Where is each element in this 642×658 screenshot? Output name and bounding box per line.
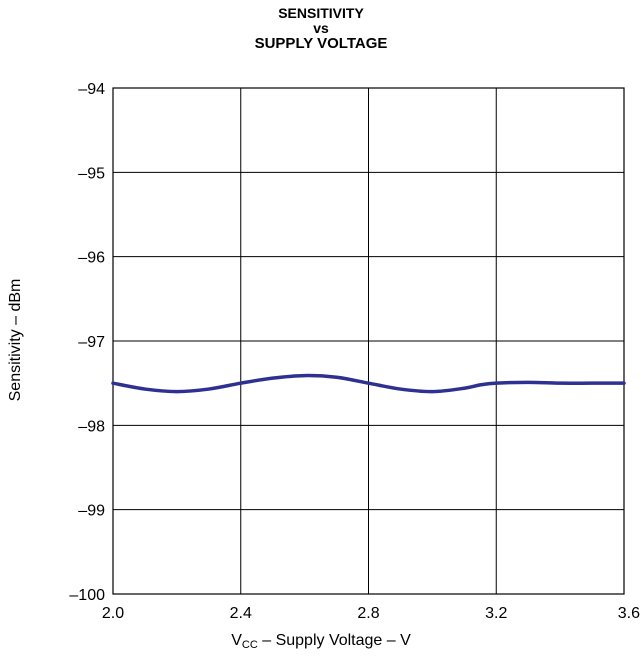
x-tick-label: 3.6 bbox=[618, 605, 640, 622]
x-tick-label: 3.2 bbox=[485, 605, 507, 622]
x-axis-label-main: V bbox=[231, 632, 242, 649]
y-tick-label: –94 bbox=[78, 81, 105, 98]
y-tick-label: –97 bbox=[78, 334, 105, 351]
y-tick-label: –95 bbox=[78, 165, 105, 182]
y-tick-label: –100 bbox=[69, 587, 105, 604]
chart-title-line-3: SUPPLY VOLTAGE bbox=[254, 35, 388, 52]
y-tick-labels: –94 –95 –96 –97 –98 –99 –100 bbox=[69, 81, 105, 604]
x-tick-label: 2.8 bbox=[357, 605, 379, 622]
sensitivity-line bbox=[111, 373, 626, 394]
x-axis-label-subscript: CC bbox=[241, 639, 258, 651]
x-tick-label: 2.4 bbox=[230, 605, 252, 622]
y-tick-label: –98 bbox=[78, 418, 105, 435]
y-tick-label: –96 bbox=[78, 250, 105, 267]
grid bbox=[112, 87, 625, 595]
x-tick-labels: 2.0 2.4 2.8 3.2 3.6 bbox=[102, 605, 640, 622]
x-tick-label: 2.0 bbox=[102, 605, 124, 622]
plot-frame bbox=[112, 87, 625, 595]
y-tick-label: –99 bbox=[78, 503, 105, 520]
x-axis-label: VCC – Supply Voltage – V bbox=[0, 632, 642, 651]
x-axis-label-rest: – Supply Voltage – V bbox=[257, 632, 411, 649]
chart-title-line-1: SENSITIVITY bbox=[278, 5, 364, 21]
y-axis-label: Sensitivity – dBm bbox=[7, 278, 24, 402]
chart-title-line-2: vs bbox=[313, 20, 329, 36]
